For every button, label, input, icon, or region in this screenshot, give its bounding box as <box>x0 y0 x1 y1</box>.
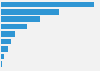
Bar <box>1 2 94 7</box>
Bar <box>1 54 4 59</box>
Bar <box>1 61 2 67</box>
Bar <box>1 46 8 52</box>
Bar <box>1 16 40 22</box>
Bar <box>1 9 59 15</box>
Bar <box>1 24 27 29</box>
Bar <box>1 31 15 37</box>
Bar <box>1 39 11 44</box>
